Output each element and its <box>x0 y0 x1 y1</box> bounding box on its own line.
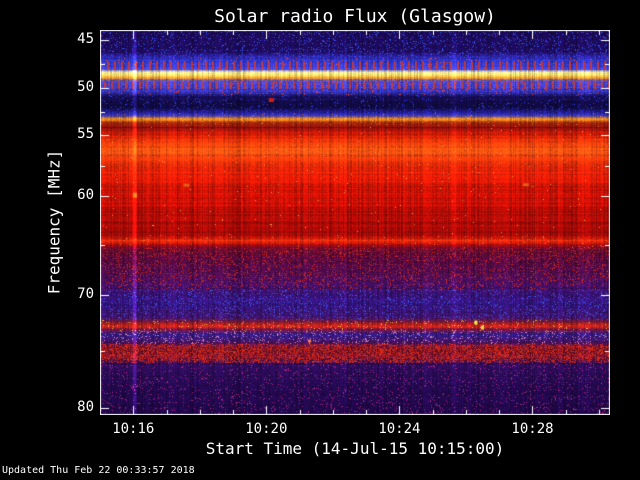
y-tick-label: 50 <box>77 79 94 96</box>
spectrogram-canvas <box>100 30 610 415</box>
y-tick-label: 80 <box>77 399 94 416</box>
x-tick-label: 10:24 <box>378 421 421 437</box>
y-tick-label: 45 <box>77 31 94 48</box>
x-tick-label: 10:20 <box>245 421 288 437</box>
x-tick-label: 10:28 <box>511 421 554 437</box>
plot-area <box>100 30 610 415</box>
x-axis-title: Start Time (14-Jul-15 10:15:00) <box>205 439 505 458</box>
chart-title: Solar radio Flux (Glasgow) <box>214 6 496 27</box>
y-axis-title: Frequency [MHz] <box>44 149 64 295</box>
update-timestamp: Updated Thu Feb 22 00:33:57 2018 <box>2 465 195 476</box>
x-tick-label: 10:16 <box>112 421 155 437</box>
y-tick-label: 55 <box>77 126 94 143</box>
